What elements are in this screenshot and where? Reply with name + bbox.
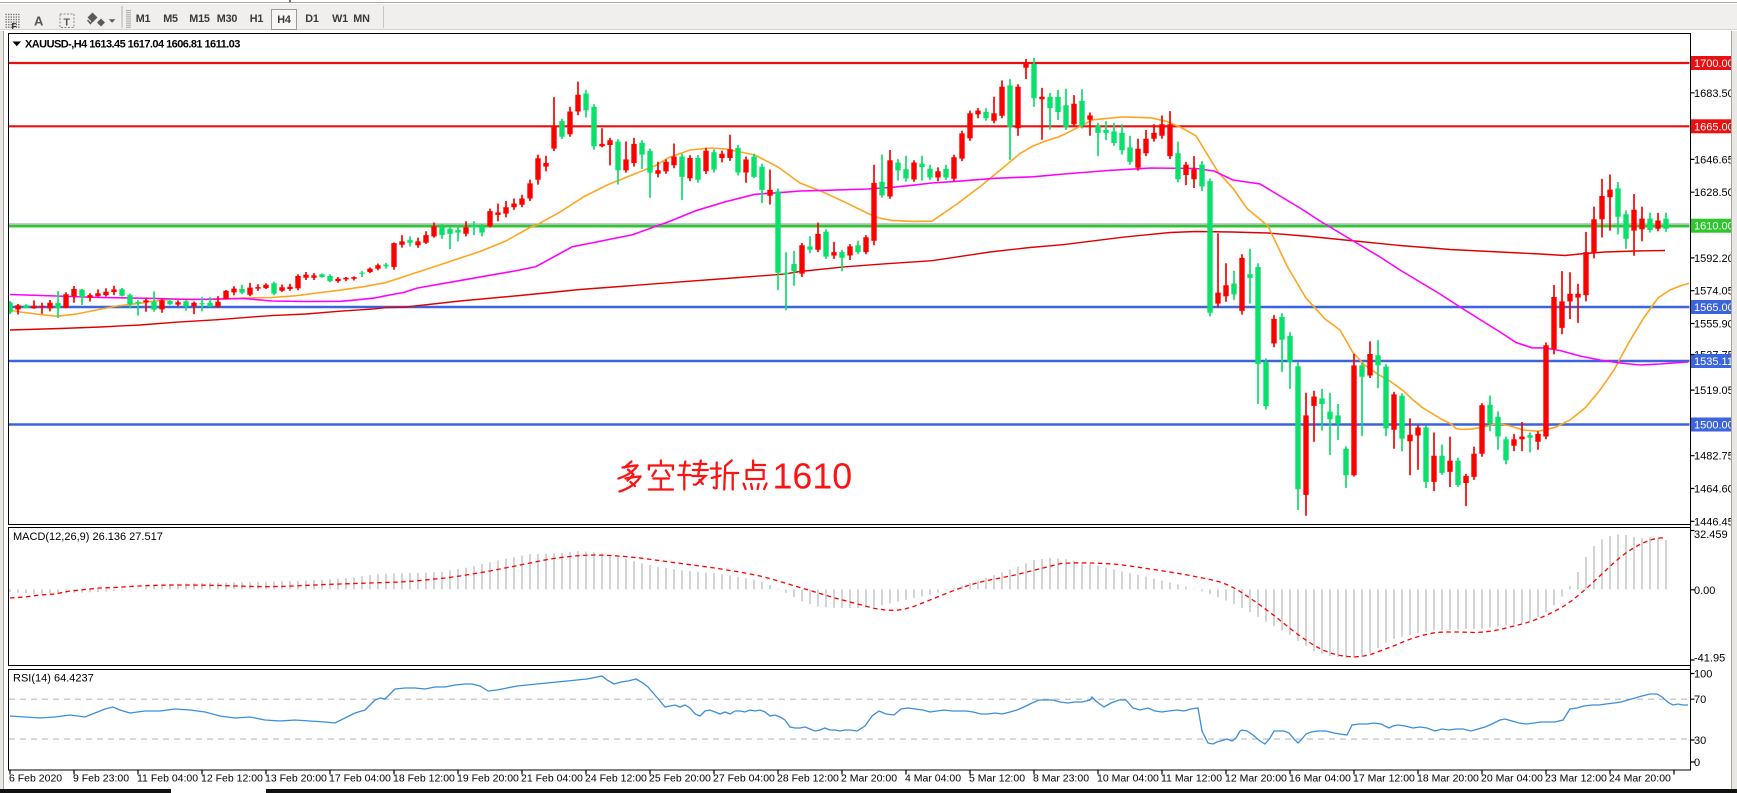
svg-text:11 Feb 04:00: 11 Feb 04:00 xyxy=(137,773,198,785)
svg-text:30: 30 xyxy=(1694,735,1706,747)
svg-text:100: 100 xyxy=(1694,669,1712,681)
svg-text:17 Mar 12:00: 17 Mar 12:00 xyxy=(1353,773,1415,785)
svg-text:F: F xyxy=(12,21,17,30)
svg-text:6 Feb 2020: 6 Feb 2020 xyxy=(9,773,62,785)
svg-text:28 Feb 12:00: 28 Feb 12:00 xyxy=(777,773,839,785)
svg-text:24 Mar 20:00: 24 Mar 20:00 xyxy=(1609,773,1671,785)
svg-text:18 Mar 20:00: 18 Mar 20:00 xyxy=(1417,773,1479,785)
svg-text:1592.20: 1592.20 xyxy=(1694,253,1734,265)
svg-text:1683.50: 1683.50 xyxy=(1694,88,1734,100)
svg-text:13 Feb 20:00: 13 Feb 20:00 xyxy=(265,773,327,785)
svg-text:MACD(12,26,9) 26.136 27.517: MACD(12,26,9) 26.136 27.517 xyxy=(13,531,163,543)
svg-text:1665.00: 1665.00 xyxy=(1694,121,1734,133)
svg-text:24 Feb 12:00: 24 Feb 12:00 xyxy=(585,773,647,785)
svg-text:27 Feb 04:00: 27 Feb 04:00 xyxy=(713,773,775,785)
svg-text:1555.90: 1555.90 xyxy=(1694,319,1734,331)
svg-text:16 Mar 04:00: 16 Mar 04:00 xyxy=(1289,773,1351,785)
svg-text:18 Feb 12:00: 18 Feb 12:00 xyxy=(393,773,455,785)
svg-text:9 Feb 23:00: 9 Feb 23:00 xyxy=(73,773,129,785)
svg-text:-41.95: -41.95 xyxy=(1694,653,1725,665)
svg-text:1464.60: 1464.60 xyxy=(1694,484,1734,496)
svg-text:1482.75: 1482.75 xyxy=(1694,451,1734,463)
svg-text:1500.00: 1500.00 xyxy=(1694,420,1734,432)
svg-text:0.00: 0.00 xyxy=(1694,585,1715,597)
svg-text:1610.00: 1610.00 xyxy=(1694,221,1734,233)
svg-text:1565.00: 1565.00 xyxy=(1694,302,1734,314)
svg-text:XAUUSD-,H4 1613.45 1617.04 16: XAUUSD-,H4 1613.45 1617.04 1606.81 1611.… xyxy=(25,39,240,51)
svg-text:70: 70 xyxy=(1694,694,1706,706)
svg-text:10 Mar 04:00: 10 Mar 04:00 xyxy=(1097,773,1159,785)
svg-text:1519.05: 1519.05 xyxy=(1694,385,1734,397)
svg-text:12 Feb 12:00: 12 Feb 12:00 xyxy=(201,773,263,785)
svg-text:2 Mar 20:00: 2 Mar 20:00 xyxy=(841,773,897,785)
svg-text:1700.00: 1700.00 xyxy=(1694,58,1734,70)
svg-text:1646.65: 1646.65 xyxy=(1694,154,1734,166)
svg-text:23 Mar 12:00: 23 Mar 12:00 xyxy=(1545,773,1607,785)
svg-text:17 Feb 04:00: 17 Feb 04:00 xyxy=(329,773,391,785)
svg-text:19 Feb 20:00: 19 Feb 20:00 xyxy=(457,773,519,785)
svg-text:T: T xyxy=(64,17,71,29)
svg-text:5 Mar 12:00: 5 Mar 12:00 xyxy=(969,773,1025,785)
svg-text:A: A xyxy=(34,14,44,29)
svg-text:25 Feb 20:00: 25 Feb 20:00 xyxy=(649,773,711,785)
svg-text:12 Mar 20:00: 12 Mar 20:00 xyxy=(1225,773,1287,785)
svg-text:20 Mar 04:00: 20 Mar 04:00 xyxy=(1481,773,1543,785)
svg-text:1446.45: 1446.45 xyxy=(1694,516,1734,528)
svg-text:RSI(14) 64.4237: RSI(14) 64.4237 xyxy=(13,673,94,685)
svg-text:1628.50: 1628.50 xyxy=(1694,187,1734,199)
svg-text:11 Mar 12:00: 11 Mar 12:00 xyxy=(1161,773,1222,785)
svg-text:1610: 1610 xyxy=(773,457,853,497)
svg-text:4 Mar 04:00: 4 Mar 04:00 xyxy=(905,773,961,785)
svg-text:8 Mar 23:00: 8 Mar 23:00 xyxy=(1033,773,1089,785)
svg-text:0: 0 xyxy=(1694,757,1700,769)
svg-text:1574.05: 1574.05 xyxy=(1694,286,1734,298)
svg-text:21 Feb 04:00: 21 Feb 04:00 xyxy=(521,773,583,785)
svg-text:32.459: 32.459 xyxy=(1694,529,1728,541)
svg-text:1535.11: 1535.11 xyxy=(1694,356,1733,368)
